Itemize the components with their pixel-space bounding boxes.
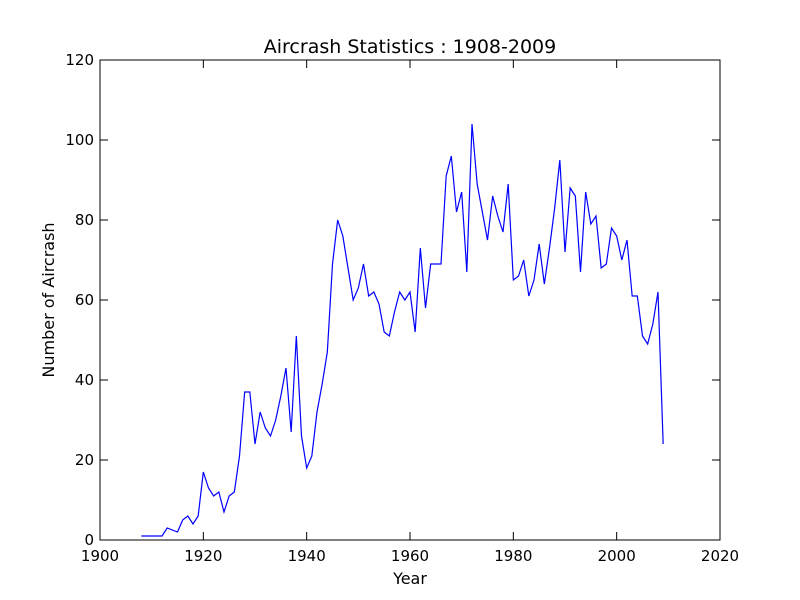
x-tick-label: 2020 [701, 547, 739, 565]
x-axis-label: Year [392, 569, 427, 588]
x-tick-label: 1960 [391, 547, 429, 565]
y-tick-label: 20 [75, 451, 94, 469]
y-tick-label: 40 [75, 371, 94, 389]
y-tick-label: 0 [84, 531, 94, 549]
chart-title: Aircrash Statistics : 1908-2009 [264, 36, 556, 58]
series-layer [141, 123, 664, 537]
x-tick-label: 1980 [494, 547, 532, 565]
y-tick-label: 120 [65, 51, 94, 69]
series-line-aircrash [141, 123, 664, 537]
y-axis-label: Number of Aircrash [39, 222, 58, 377]
x-axis-ticks: 1900 1920 1940 1960 1980 2000 2020 [81, 60, 739, 565]
x-tick-label: 1940 [288, 547, 326, 565]
x-tick-label: 1900 [81, 547, 119, 565]
y-tick-label: 80 [75, 211, 94, 229]
x-tick-label: 2000 [598, 547, 636, 565]
y-axis-ticks: 0 20 40 60 80 100 120 [65, 51, 720, 549]
y-tick-label: 100 [65, 131, 94, 149]
x-tick-label: 1920 [184, 547, 222, 565]
plot-area [99, 59, 721, 541]
y-tick-label: 60 [75, 291, 94, 309]
